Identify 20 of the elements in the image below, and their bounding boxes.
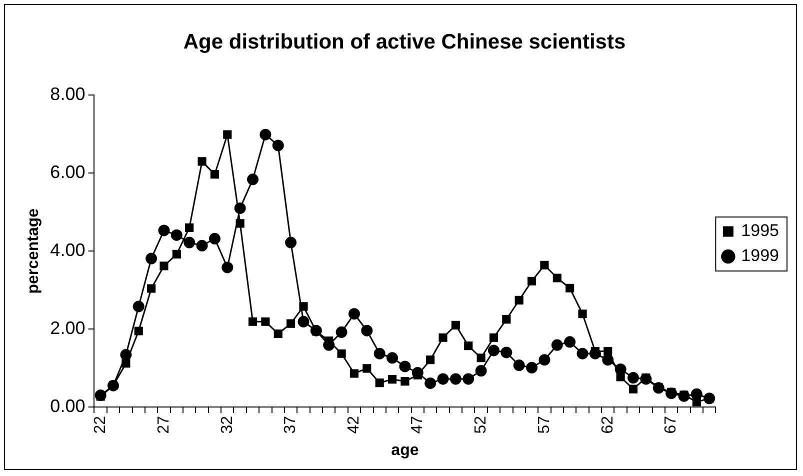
y-tick-label: 0.00 xyxy=(50,396,86,416)
y-tick-label: 4.00 xyxy=(50,240,86,260)
x-axis-title: age xyxy=(391,442,419,459)
y-tick-label: 8.00 xyxy=(50,84,86,104)
x-tick-label: 32 xyxy=(218,416,236,434)
x-tick-label: 27 xyxy=(155,416,172,434)
y-axis-title: percentage xyxy=(25,208,42,294)
x-tick-label: 47 xyxy=(409,416,426,434)
y-tick-label: 6.00 xyxy=(50,162,86,182)
legend-label: 1995 xyxy=(741,221,780,240)
x-tick-label: 62 xyxy=(599,416,616,434)
legend-label: 1999 xyxy=(741,246,780,266)
x-tick-label: 22 xyxy=(92,416,109,434)
x-tick-label: 52 xyxy=(472,416,490,434)
chart-title: Age distribution of active Chinese scientists xyxy=(183,30,626,54)
x-tick-label: 37 xyxy=(282,416,300,434)
y-tick-label: 2.00 xyxy=(50,318,86,338)
x-tick-label: 67 xyxy=(662,416,680,434)
x-tick-label: 42 xyxy=(346,416,363,434)
x-tick-label: 57 xyxy=(536,416,553,434)
